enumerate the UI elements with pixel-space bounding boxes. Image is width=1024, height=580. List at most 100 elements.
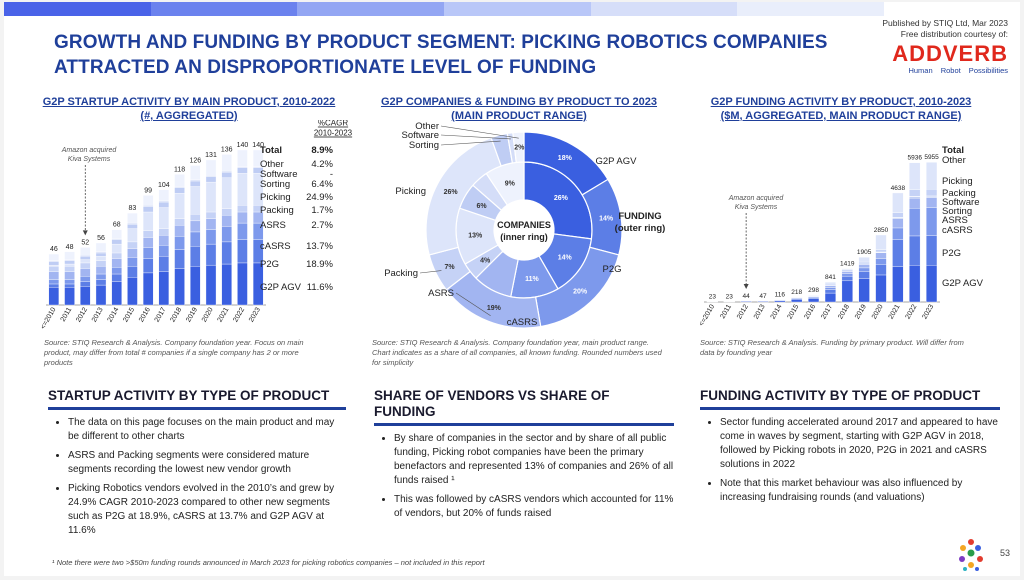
bar-segment-sorting xyxy=(96,253,106,256)
x-tick-label: 2014 xyxy=(770,303,784,320)
molecule-logo-icon xyxy=(956,538,986,572)
data-label: 44 xyxy=(743,293,751,300)
bar-segment-p2g xyxy=(49,284,59,287)
bar-segment-p2g xyxy=(876,264,887,275)
bar-segment-picking xyxy=(65,264,75,266)
x-tick-label: <=2010 xyxy=(698,303,716,327)
bar-segment-asrs xyxy=(80,268,90,276)
bar-segment-sorting xyxy=(222,172,232,178)
bar-segment-other xyxy=(49,254,59,261)
cagr-value: 11.6% xyxy=(307,282,334,293)
bar-segment-other xyxy=(112,230,122,239)
bar-segment-sorting xyxy=(80,256,90,259)
x-tick-label: 2016 xyxy=(138,306,152,323)
bar-segment-g2p-agv xyxy=(237,263,247,305)
bar-segment-picking xyxy=(96,256,106,260)
bar-segment-picking xyxy=(237,173,247,205)
x-tick-label: 2019 xyxy=(185,306,199,323)
page-title-line-2: ATTRACTED AN DISPROPORTIONATE LEVEL OF F… xyxy=(54,55,834,80)
x-tick-label: 2013 xyxy=(753,303,767,320)
bar-segment-asrs xyxy=(926,198,937,208)
slice-label: 14% xyxy=(558,255,573,262)
bar-segment-p2g xyxy=(190,246,200,266)
data-label: 46 xyxy=(50,246,58,253)
bar-segment-g2p-agv xyxy=(80,286,90,305)
slice-label: 26% xyxy=(554,195,569,202)
section-heading: SHARE OF VENDORS VS SHARE OF FUNDING xyxy=(374,388,674,420)
x-tick-label: 2013 xyxy=(91,306,105,323)
data-label: 83 xyxy=(129,205,137,212)
bar-segment-p2g xyxy=(842,276,853,281)
bar-segment-g2p-agv xyxy=(222,264,232,305)
bullet-item: This was followed by cASRS vendors which… xyxy=(394,493,674,521)
category-label: Sorting xyxy=(409,140,439,151)
category-label: Packing xyxy=(384,268,418,279)
bar-segment-casrs xyxy=(112,267,122,274)
bar-segment-sorting xyxy=(127,224,137,228)
bar-segment-picking xyxy=(175,193,185,218)
cagr-value: 13.7% xyxy=(306,241,333,252)
chart1-title: G2P STARTUP ACTIVITY BY MAIN PRODUCT, 20… xyxy=(34,95,344,123)
bar-segment-casrs xyxy=(127,257,137,266)
x-tick-label: 2014 xyxy=(107,306,121,323)
annotation-text: Amazon acquired xyxy=(728,195,785,202)
chart2-title: G2P COMPANIES & FUNDING BY PRODUCT TO 20… xyxy=(354,95,684,123)
x-tick-label: 2023 xyxy=(248,306,262,323)
category-label: Picking xyxy=(395,186,426,197)
cagr-label: P2G xyxy=(260,259,279,270)
startup-activity-chart: 46<=201048201152201256201368201483201599… xyxy=(34,120,354,338)
x-tick-label: 2020 xyxy=(871,303,885,320)
section-rule xyxy=(48,407,346,410)
x-tick-label: 2022 xyxy=(905,303,919,320)
bar-segment-packing xyxy=(143,231,153,238)
x-tick-label: 2022 xyxy=(232,306,246,323)
bar-segment-picking xyxy=(159,208,169,229)
bar-segment-casrs xyxy=(237,223,247,240)
published-by-text: Published by STIQ Ltd, Mar 2023 xyxy=(882,18,1008,29)
annotation-arrow-head xyxy=(744,284,749,289)
x-tick-label: 2018 xyxy=(837,303,851,320)
cagr-label: Total xyxy=(260,145,282,156)
cagr-header: 2010-2023 xyxy=(314,129,353,138)
band-segment xyxy=(4,2,151,16)
cagr-value: 8.9% xyxy=(311,145,333,156)
bar-segment-sorting xyxy=(237,168,247,174)
addverb-logo: ADDVERB Human Robot Possibilities xyxy=(892,42,1008,75)
page-number: 53 xyxy=(1000,548,1010,558)
bar-segment-packing xyxy=(80,263,90,269)
slice-label: 4% xyxy=(480,257,491,264)
data-label: 68 xyxy=(113,222,121,229)
bar-segment-packing xyxy=(65,266,75,272)
cagr-header: %CAGR xyxy=(318,120,348,128)
x-tick-label: 2023 xyxy=(921,303,935,320)
band-segment xyxy=(297,2,444,16)
x-tick-label: 2021 xyxy=(888,303,902,320)
x-tick-label: 2012 xyxy=(736,303,750,320)
bar-segment-other xyxy=(206,160,216,176)
logo-tagline: Human Robot Possibilities xyxy=(892,66,1008,75)
bar-segment-picking xyxy=(190,187,200,215)
bar-segment-asrs xyxy=(190,221,200,232)
bullet-item: By share of companies in the sector and … xyxy=(394,432,674,488)
bar-segment-g2p-agv xyxy=(49,287,59,305)
bar-segment-sorting xyxy=(206,177,216,183)
bar-segment-casrs xyxy=(859,268,870,272)
band-segment xyxy=(737,2,884,16)
x-tick-label: 2015 xyxy=(122,306,136,323)
bar-segment-packing xyxy=(859,262,870,264)
data-label: 23 xyxy=(726,293,734,300)
slice-label: 13% xyxy=(468,232,483,239)
chart2-source: Source: STIQ Research & Analysis. Compan… xyxy=(372,338,662,368)
data-label: 5936 xyxy=(907,154,922,161)
bar-segment-picking xyxy=(143,212,153,231)
legend-label: P2G xyxy=(942,248,961,259)
outer-ring-label: FUNDING xyxy=(618,211,661,222)
annotation-arrow-head xyxy=(83,230,88,235)
legend-label: Picking xyxy=(942,176,973,187)
band-segment xyxy=(151,2,298,16)
bar-segment-sorting xyxy=(190,181,200,187)
x-tick-label: 2017 xyxy=(820,303,834,320)
bar-segment-p2g xyxy=(65,284,75,287)
data-label: 2850 xyxy=(874,227,889,234)
bar-segment-sorting xyxy=(143,206,153,212)
